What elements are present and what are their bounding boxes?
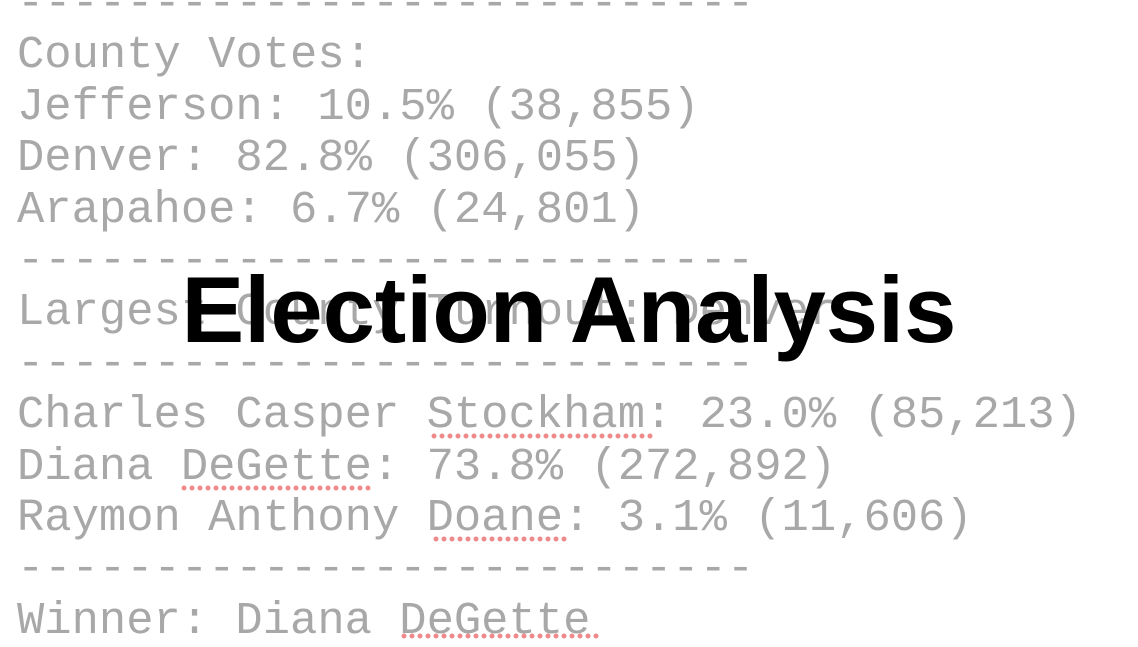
output-line: Raymon Anthony Doane: 3.1% (11,606) <box>17 491 973 544</box>
output-line: --------------------------- <box>17 234 755 287</box>
output-line: Charles Casper Stockham: 23.0% (85,213) <box>17 389 1082 442</box>
output-line: --------------------------- <box>17 337 755 390</box>
output-line: --------------------------- <box>17 0 755 30</box>
title: Election Analysis <box>181 257 957 362</box>
output-line: Diana DeGette: 73.8% (272,892) <box>17 440 837 493</box>
terminal-output: --------------------------- County Votes:… <box>17 0 1082 647</box>
output-line: Winner: Diana DeGette <box>17 594 591 647</box>
output-line: --------------------------- <box>17 543 755 596</box>
output-line: Denver: 82.8% (306,055) <box>17 132 646 185</box>
output-line: Arapahoe: 6.7% (24,801) <box>17 183 646 236</box>
output-line: Jefferson: 10.5% (38,855) <box>17 80 700 133</box>
output-line: Largest County Turnout: Denver <box>17 286 837 339</box>
output-line: County Votes: <box>17 29 372 82</box>
